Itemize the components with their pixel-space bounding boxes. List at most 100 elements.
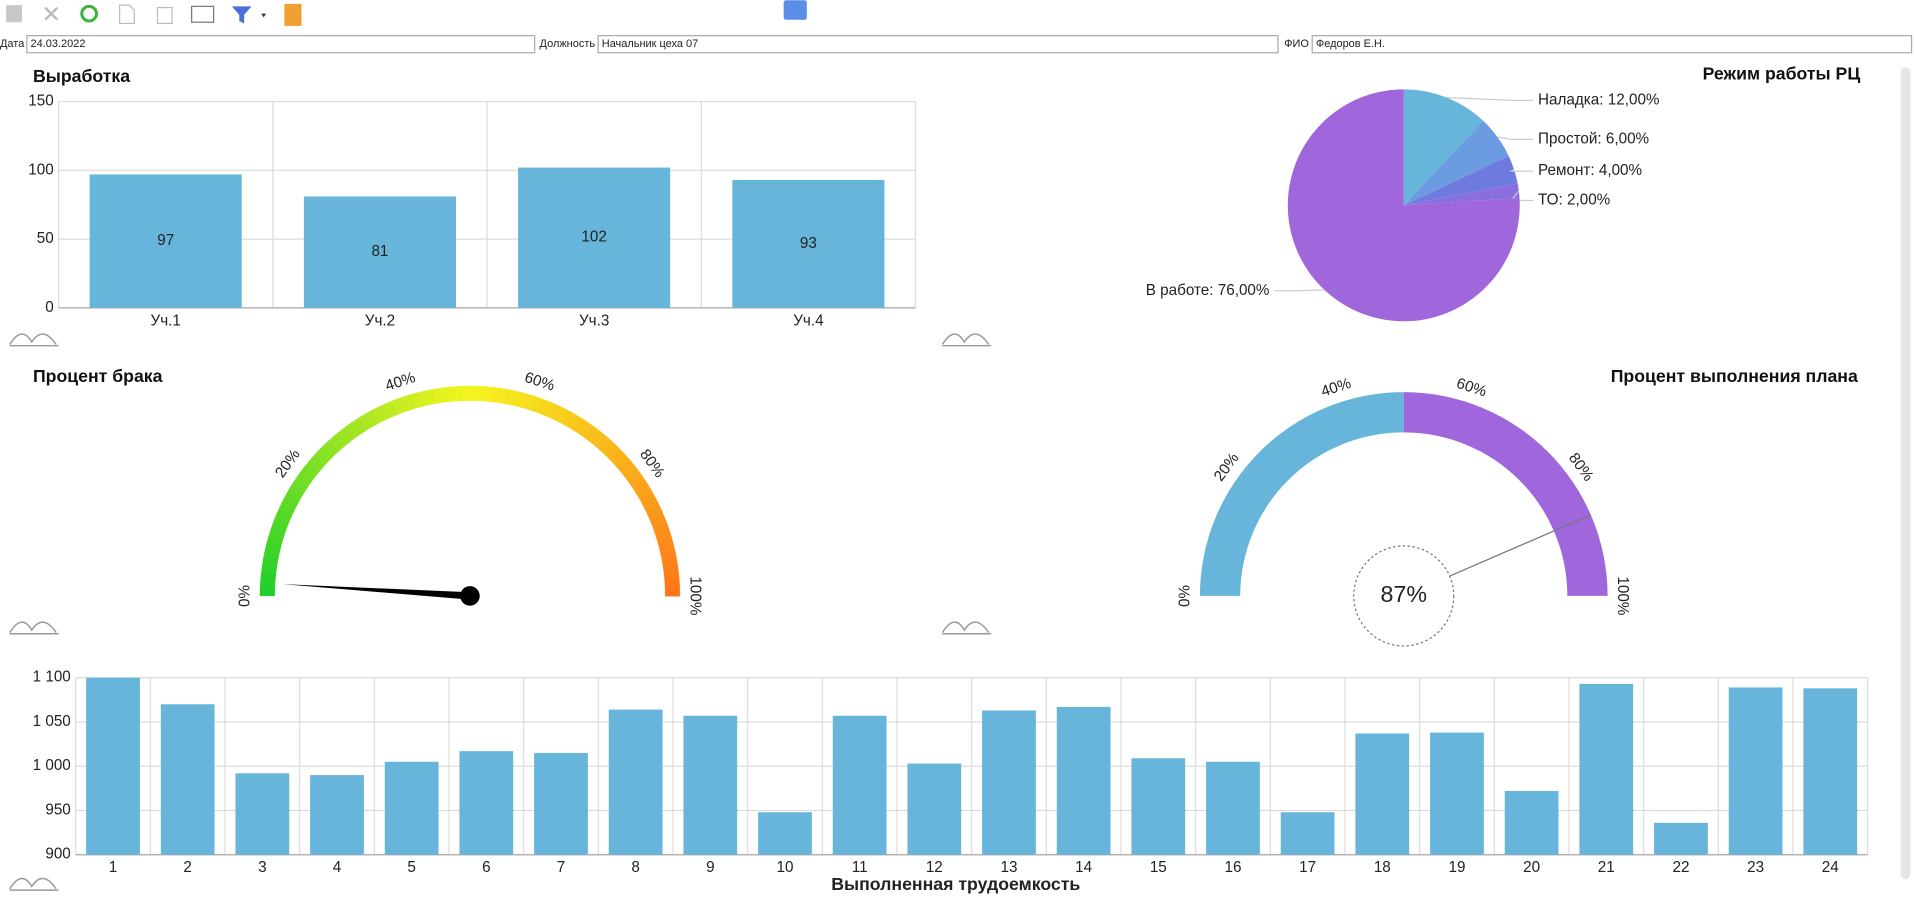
value-pointer bbox=[1449, 514, 1592, 577]
gauge-tick-label: 60% bbox=[1454, 375, 1489, 401]
bar bbox=[907, 763, 962, 855]
form-button[interactable] bbox=[191, 5, 215, 23]
y-tick-label: 50 bbox=[37, 230, 54, 247]
gauge-band bbox=[1199, 392, 1404, 596]
bar bbox=[1579, 683, 1634, 855]
bar bbox=[86, 677, 140, 855]
pie-slice bbox=[1403, 183, 1520, 206]
x-tick-label: 2 bbox=[183, 859, 191, 876]
x-tick-label: Уч.3 bbox=[579, 312, 609, 329]
y-tick-label: 100 bbox=[28, 161, 53, 178]
new-button[interactable] bbox=[119, 4, 135, 25]
chart-title: Режим работы РЦ bbox=[1703, 63, 1861, 83]
y-tick-label: 950 bbox=[45, 801, 70, 818]
bar bbox=[758, 812, 812, 855]
x-tick-label: 10 bbox=[777, 859, 794, 876]
delete-button[interactable] bbox=[156, 6, 173, 25]
filter-dropdown[interactable] bbox=[261, 13, 267, 18]
x-tick-label: 24 bbox=[1822, 859, 1839, 876]
x-tick-label: 1 bbox=[109, 859, 117, 876]
chart-icons bbox=[9, 333, 992, 891]
bar bbox=[1430, 732, 1484, 855]
gauge-tick-label: 60% bbox=[522, 369, 557, 395]
leader-line bbox=[1446, 96, 1534, 101]
gauge-tick-label: 100% bbox=[1614, 576, 1631, 615]
x-axis-label: Выполненная трудоемкость bbox=[831, 874, 1080, 894]
date-input[interactable] bbox=[26, 35, 536, 54]
bar bbox=[303, 196, 456, 308]
data-label: 93 bbox=[800, 235, 817, 252]
form-row: Дата 24.03.2022 Должность Начальник цеха… bbox=[0, 35, 1913, 54]
gauge-band bbox=[1403, 392, 1608, 596]
toolbar bbox=[6, 0, 807, 26]
x-tick-label: Уч.4 bbox=[793, 312, 824, 329]
translate-button[interactable] bbox=[783, 0, 807, 20]
slice-label: В работе: 76,00% bbox=[1146, 282, 1270, 299]
bar bbox=[1728, 687, 1783, 855]
chart-icon[interactable] bbox=[941, 333, 992, 347]
x-tick-label: 22 bbox=[1672, 859, 1689, 876]
field-label: Дата bbox=[0, 38, 25, 50]
bar bbox=[518, 167, 671, 308]
needle-hub bbox=[460, 586, 480, 606]
gauge-tick-label: 100% bbox=[687, 576, 704, 615]
y-tick-label: 1 050 bbox=[33, 713, 71, 730]
field-label: ФИО bbox=[1284, 38, 1309, 50]
field-label: Должность bbox=[540, 38, 596, 50]
slice-label: Простой: 6,00% bbox=[1538, 130, 1650, 147]
bar bbox=[160, 704, 215, 855]
x-tick-label: 3 bbox=[258, 859, 266, 876]
gauge-needle bbox=[282, 584, 471, 600]
slice-label: Ремонт: 4,00% bbox=[1538, 162, 1643, 179]
exit-button[interactable] bbox=[284, 3, 302, 26]
field-value: 24.03.2022 bbox=[31, 38, 86, 50]
refresh-button[interactable] bbox=[80, 4, 98, 23]
x-tick-label: 14 bbox=[1075, 859, 1092, 876]
gauge-gradient-segment bbox=[259, 588, 275, 597]
chart-icon[interactable] bbox=[9, 621, 59, 635]
data-label: 102 bbox=[581, 229, 606, 246]
chart-icon[interactable] bbox=[941, 621, 992, 635]
bar bbox=[1504, 790, 1559, 855]
save-button[interactable] bbox=[6, 5, 22, 23]
x-tick-label: 17 bbox=[1299, 859, 1316, 876]
x-tick-label: Уч.2 bbox=[365, 312, 395, 329]
bar bbox=[1206, 761, 1260, 855]
gauge-tick-label: 0% bbox=[236, 584, 253, 606]
y-tick-label: 900 bbox=[45, 846, 70, 863]
gauge-gradient-segment bbox=[455, 385, 464, 402]
gauge-gradient-segment bbox=[664, 581, 680, 590]
position-input[interactable] bbox=[597, 35, 1279, 54]
x-tick-label: 16 bbox=[1224, 859, 1241, 876]
chart-icon[interactable] bbox=[9, 333, 59, 347]
x-tick-label: 21 bbox=[1598, 859, 1615, 876]
gauge-gradient-segment bbox=[469, 385, 478, 401]
scrollbar[interactable] bbox=[1900, 67, 1911, 880]
gauge-tick-label: 0% bbox=[1176, 584, 1193, 606]
chart-title: Процент брака bbox=[33, 366, 163, 386]
y-tick-label: 1 100 bbox=[33, 669, 71, 686]
chart-icon[interactable] bbox=[9, 877, 59, 891]
x-tick-label: 15 bbox=[1150, 859, 1167, 876]
field-value: Начальник цеха 07 bbox=[602, 38, 698, 50]
y-tick-label: 0 bbox=[45, 299, 53, 316]
name-input[interactable] bbox=[1311, 35, 1913, 54]
bar bbox=[732, 179, 885, 308]
pie-slice bbox=[1287, 89, 1520, 322]
bar bbox=[608, 709, 663, 855]
filter-button[interactable] bbox=[231, 6, 252, 24]
bar bbox=[89, 174, 242, 308]
gauge-gradient-segment bbox=[664, 588, 681, 597]
chart-title: Процент выполнения плана bbox=[1611, 366, 1858, 386]
field-value: Федоров Е.Н. bbox=[1316, 38, 1385, 50]
bar bbox=[1131, 758, 1186, 855]
x-tick-label: 18 bbox=[1374, 859, 1391, 876]
y-tick-label: 150 bbox=[28, 93, 53, 110]
x-tick-label: 9 bbox=[706, 859, 714, 876]
y-tick-label: 1 000 bbox=[33, 757, 71, 774]
chart-title: Выработка bbox=[33, 66, 130, 86]
gauge-gradient-segment bbox=[462, 385, 471, 401]
cancel-button[interactable] bbox=[44, 6, 59, 21]
